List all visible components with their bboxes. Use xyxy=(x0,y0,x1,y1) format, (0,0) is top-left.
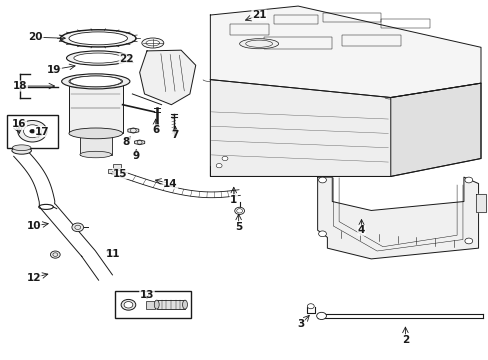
Ellipse shape xyxy=(121,300,136,310)
Circle shape xyxy=(464,177,472,183)
Text: 4: 4 xyxy=(357,225,365,235)
Circle shape xyxy=(222,156,227,161)
Circle shape xyxy=(234,207,244,215)
Circle shape xyxy=(318,231,326,237)
Ellipse shape xyxy=(124,302,133,308)
Polygon shape xyxy=(134,140,144,145)
Text: 10: 10 xyxy=(26,221,41,231)
Circle shape xyxy=(23,125,41,138)
Circle shape xyxy=(318,177,326,183)
Text: 22: 22 xyxy=(119,54,134,64)
Circle shape xyxy=(307,304,314,309)
Text: 15: 15 xyxy=(113,168,127,179)
Text: 5: 5 xyxy=(235,222,242,231)
Circle shape xyxy=(316,312,326,319)
Ellipse shape xyxy=(61,74,130,89)
Ellipse shape xyxy=(69,76,122,87)
Bar xyxy=(113,163,121,168)
Polygon shape xyxy=(210,6,480,98)
Circle shape xyxy=(29,129,35,134)
Ellipse shape xyxy=(61,30,136,47)
Ellipse shape xyxy=(12,145,31,150)
Ellipse shape xyxy=(12,147,31,154)
Bar xyxy=(108,169,116,173)
Ellipse shape xyxy=(239,39,278,49)
Text: 18: 18 xyxy=(13,81,27,91)
Text: 21: 21 xyxy=(251,10,266,20)
Text: 20: 20 xyxy=(28,32,43,42)
Text: 6: 6 xyxy=(152,125,159,135)
Circle shape xyxy=(18,121,47,142)
Circle shape xyxy=(216,163,222,168)
Polygon shape xyxy=(210,80,480,176)
Bar xyxy=(157,300,184,309)
Polygon shape xyxy=(14,150,112,280)
Text: 1: 1 xyxy=(230,195,237,205)
Polygon shape xyxy=(475,194,485,212)
Text: 3: 3 xyxy=(297,319,304,329)
Text: 7: 7 xyxy=(171,130,179,140)
Text: 8: 8 xyxy=(122,137,130,147)
Polygon shape xyxy=(127,128,139,133)
Text: 2: 2 xyxy=(401,334,408,345)
Polygon shape xyxy=(390,83,480,176)
Polygon shape xyxy=(140,50,195,105)
Text: 17: 17 xyxy=(35,127,49,136)
Bar xyxy=(115,291,190,318)
Text: 13: 13 xyxy=(140,291,154,301)
Polygon shape xyxy=(317,177,478,259)
Ellipse shape xyxy=(69,32,127,45)
Ellipse shape xyxy=(146,40,159,46)
Ellipse shape xyxy=(74,53,122,63)
Ellipse shape xyxy=(70,76,121,87)
Bar xyxy=(146,301,155,309)
Bar xyxy=(80,135,111,154)
Text: 16: 16 xyxy=(12,120,26,129)
Text: 19: 19 xyxy=(47,64,61,75)
Circle shape xyxy=(72,223,83,231)
Text: 12: 12 xyxy=(26,273,41,283)
Circle shape xyxy=(50,251,60,258)
Circle shape xyxy=(464,238,472,244)
Ellipse shape xyxy=(66,51,130,65)
Text: 11: 11 xyxy=(105,248,120,258)
Ellipse shape xyxy=(142,38,163,48)
Ellipse shape xyxy=(154,300,159,309)
Bar xyxy=(69,81,122,134)
Ellipse shape xyxy=(182,300,187,309)
Ellipse shape xyxy=(80,151,111,158)
Ellipse shape xyxy=(69,128,122,139)
Text: 9: 9 xyxy=(132,151,140,161)
Bar xyxy=(6,116,58,148)
Text: 14: 14 xyxy=(163,179,177,189)
